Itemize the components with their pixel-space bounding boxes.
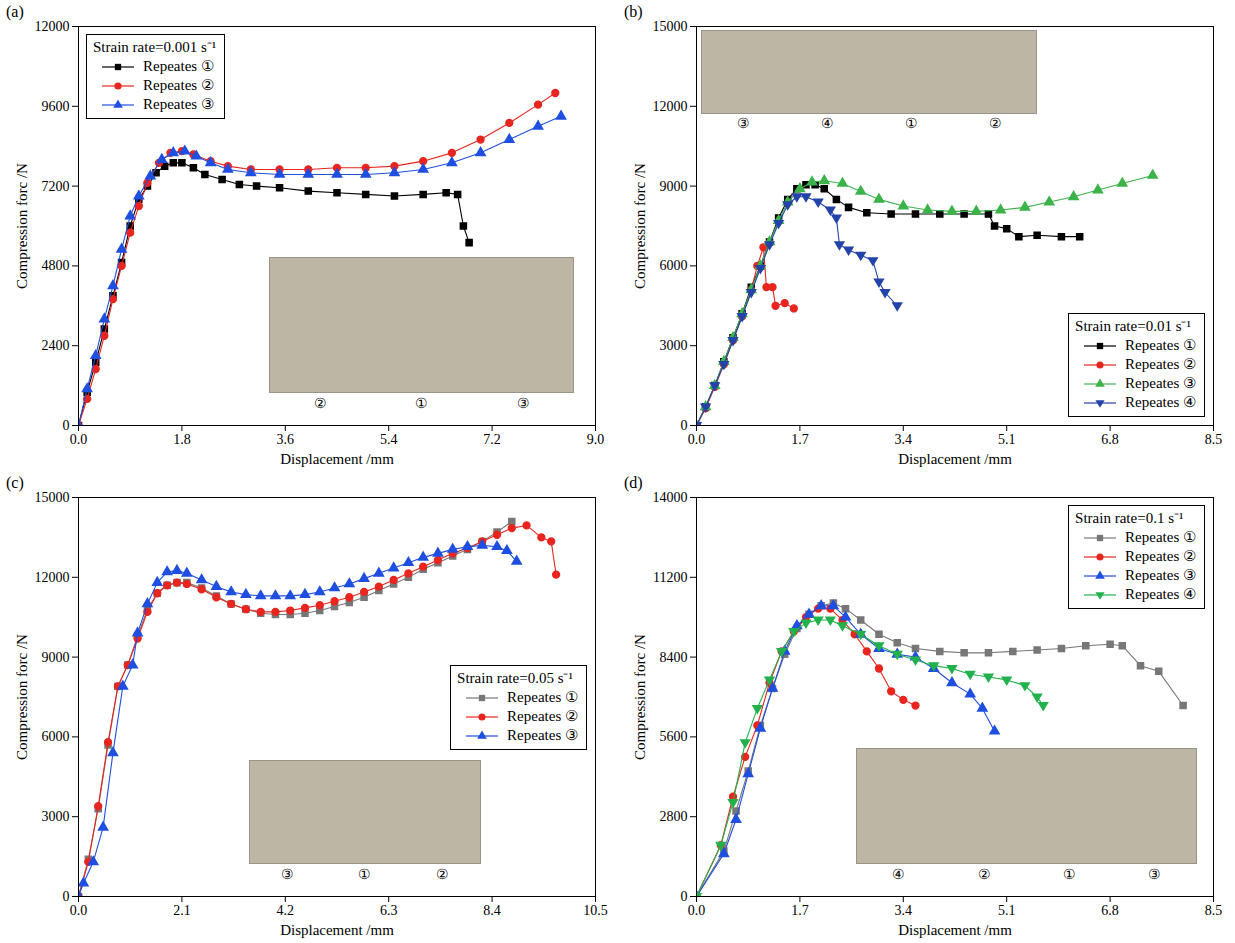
svg-text:12000: 12000	[35, 19, 70, 34]
html-text:①: ①	[415, 395, 429, 411]
svg-text:8.5: 8.5	[1205, 432, 1223, 447]
svg-text:6.8: 6.8	[1101, 903, 1119, 918]
html-text:Strain rate=0.05 s⁻¹: Strain rate=0.05 s⁻¹	[457, 670, 573, 686]
svg-text:5.4: 5.4	[380, 432, 398, 447]
html-text:③: ③	[736, 116, 750, 132]
html-text:②: ②	[313, 395, 327, 411]
html-text:Repeates ②: Repeates ②	[1125, 356, 1196, 372]
html-text:③: ③	[1148, 866, 1162, 882]
html-text:Repeates ④: Repeates ④	[1125, 394, 1196, 410]
html-text:Repeates ③: Repeates ③	[143, 96, 214, 112]
svg-text:1.8: 1.8	[173, 432, 191, 447]
svg-text:4800: 4800	[42, 258, 70, 273]
svg-text:0: 0	[681, 418, 688, 433]
svg-text:15000: 15000	[653, 19, 688, 34]
html-text:②: ②	[436, 866, 449, 882]
svg-text:2.1: 2.1	[173, 903, 191, 918]
svg-text:12000: 12000	[653, 99, 688, 114]
svg-text:3000: 3000	[42, 809, 70, 824]
svg-text:Compression forc /N: Compression forc /N	[14, 634, 30, 760]
svg-text:1.7: 1.7	[791, 432, 809, 447]
svg-text:9000: 9000	[660, 179, 688, 194]
svg-text:6000: 6000	[42, 729, 70, 744]
html-text:(b): (b)	[624, 3, 643, 20]
html-text:Repeates ①: Repeates ①	[143, 58, 214, 74]
html-text:Strain rate=0.1 s⁻¹: Strain rate=0.1 s⁻¹	[1075, 510, 1184, 526]
html-text:Repeates ②: Repeates ②	[1125, 548, 1196, 564]
svg-text:2400: 2400	[42, 338, 70, 353]
html-text:Repeates ①: Repeates ①	[1125, 337, 1196, 353]
svg-text:9000: 9000	[42, 650, 70, 665]
svg-text:6.8: 6.8	[1101, 432, 1119, 447]
html-text:②: ②	[977, 866, 991, 882]
svg-text:14000: 14000	[653, 490, 688, 505]
svg-text:Displacement /mm: Displacement /mm	[280, 922, 394, 938]
html-text:③: ③	[280, 866, 294, 882]
svg-text:Displacement /mm: Displacement /mm	[280, 451, 394, 467]
svg-text:5600: 5600	[660, 729, 688, 744]
svg-text:0.0: 0.0	[688, 903, 706, 918]
svg-text:9.0: 9.0	[587, 432, 605, 447]
svg-text:0.0: 0.0	[70, 903, 88, 918]
svg-text:12000: 12000	[35, 570, 70, 585]
svg-text:1.7: 1.7	[791, 903, 809, 918]
svg-text:5.1: 5.1	[998, 903, 1016, 918]
html-text:①: ①	[1063, 866, 1076, 882]
html-text:(d): (d)	[624, 474, 643, 491]
html-text:Repeates ④: Repeates ④	[1125, 586, 1196, 602]
svg-text:Compression forc /N: Compression forc /N	[14, 163, 30, 289]
html-text:Repeates ②: Repeates ②	[143, 77, 214, 93]
svg-text:Displacement /mm: Displacement /mm	[898, 451, 1012, 467]
svg-text:3000: 3000	[660, 338, 688, 353]
svg-text:Displacement /mm: Displacement /mm	[898, 922, 1012, 938]
html-text:Repeates ①: Repeates ①	[1125, 529, 1196, 545]
svg-text:8.4: 8.4	[483, 903, 501, 918]
html-text:Repeates ③: Repeates ③	[1125, 567, 1196, 583]
svg-text:3.4: 3.4	[895, 432, 913, 447]
svg-text:3.4: 3.4	[895, 903, 913, 918]
svg-text:6000: 6000	[660, 258, 688, 273]
html-text:④: ④	[892, 866, 906, 882]
svg-text:11200: 11200	[653, 570, 687, 585]
svg-text:0: 0	[63, 418, 70, 433]
svg-text:0.0: 0.0	[70, 432, 88, 447]
html-text:①: ①	[904, 116, 918, 132]
html-text:③: ③	[517, 395, 530, 411]
svg-text:4.2: 4.2	[277, 903, 295, 918]
html-text:Repeates ②: Repeates ②	[507, 708, 578, 724]
html-text:Repeates ①: Repeates ①	[507, 689, 578, 705]
svg-text:3.6: 3.6	[277, 432, 295, 447]
svg-text:10.5: 10.5	[583, 903, 608, 918]
html-text:②: ②	[988, 116, 1002, 132]
html-text:Strain rate=0.001 s⁻¹: Strain rate=0.001 s⁻¹	[93, 39, 217, 55]
html-text:Strain rate=0.01 s⁻¹: Strain rate=0.01 s⁻¹	[1075, 318, 1191, 334]
svg-text:Compression forc /N: Compression forc /N	[632, 163, 648, 289]
html-text:(a): (a)	[6, 3, 24, 20]
svg-text:15000: 15000	[35, 490, 70, 505]
html-text:①: ①	[358, 866, 372, 882]
html-text:Repeates ③: Repeates ③	[1125, 375, 1196, 391]
svg-text:8.5: 8.5	[1205, 903, 1223, 918]
svg-text:5.1: 5.1	[998, 432, 1016, 447]
svg-text:0.0: 0.0	[688, 432, 706, 447]
svg-text:8400: 8400	[660, 650, 688, 665]
svg-text:7.2: 7.2	[483, 432, 501, 447]
html-text:④: ④	[820, 116, 834, 132]
svg-text:2800: 2800	[660, 809, 688, 824]
svg-text:0: 0	[681, 889, 688, 904]
svg-text:0: 0	[63, 889, 70, 904]
svg-text:9600: 9600	[42, 99, 70, 114]
html-text:(c): (c)	[6, 474, 24, 491]
svg-text:7200: 7200	[42, 179, 70, 194]
html-text:Repeates ③: Repeates ③	[507, 727, 578, 743]
svg-text:Compression forc /N: Compression forc /N	[632, 634, 648, 760]
svg-text:6.3: 6.3	[380, 903, 398, 918]
